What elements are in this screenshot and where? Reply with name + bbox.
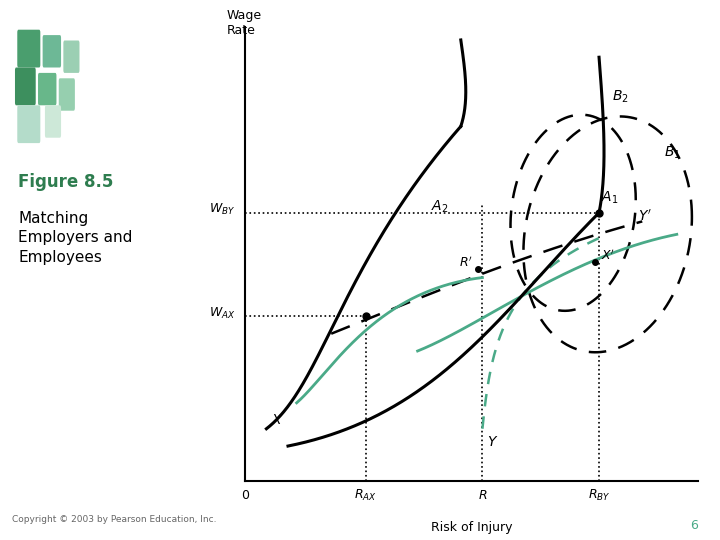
Text: $R'$: $R'$ — [459, 255, 472, 270]
Text: $B_1$: $B_1$ — [664, 145, 680, 161]
FancyBboxPatch shape — [45, 105, 61, 138]
Text: Copyright © 2003 by Pearson Education, Inc.: Copyright © 2003 by Pearson Education, I… — [12, 515, 216, 524]
Text: $X'$: $X'$ — [601, 249, 616, 264]
Text: $B_2$: $B_2$ — [612, 89, 629, 105]
Text: $R_{BY}$: $R_{BY}$ — [588, 488, 611, 503]
Text: $Y'$: $Y'$ — [638, 209, 652, 225]
Text: 6: 6 — [690, 519, 698, 532]
FancyBboxPatch shape — [38, 73, 56, 105]
FancyBboxPatch shape — [63, 40, 79, 73]
FancyBboxPatch shape — [17, 105, 40, 143]
Text: $A_1$: $A_1$ — [601, 190, 618, 206]
Text: $A_2$: $A_2$ — [431, 199, 448, 215]
Text: Figure 8.5: Figure 8.5 — [19, 173, 114, 191]
Text: Risk of Injury: Risk of Injury — [431, 522, 513, 535]
FancyBboxPatch shape — [17, 30, 40, 68]
Text: $Y$: $Y$ — [487, 435, 498, 449]
Text: $R_{AX}$: $R_{AX}$ — [354, 488, 377, 503]
Text: 0: 0 — [240, 489, 249, 502]
Text: Wage
Rate: Wage Rate — [227, 9, 262, 37]
Text: $R$: $R$ — [477, 489, 487, 502]
Text: Matching
Employers and
Employees: Matching Employers and Employees — [19, 211, 132, 265]
Text: $X$: $X$ — [271, 414, 283, 428]
Text: $W_{AX}$: $W_{AX}$ — [210, 306, 235, 321]
FancyBboxPatch shape — [42, 35, 61, 68]
FancyBboxPatch shape — [59, 78, 75, 111]
Text: $W_{BY}$: $W_{BY}$ — [210, 202, 235, 217]
FancyBboxPatch shape — [15, 68, 36, 105]
